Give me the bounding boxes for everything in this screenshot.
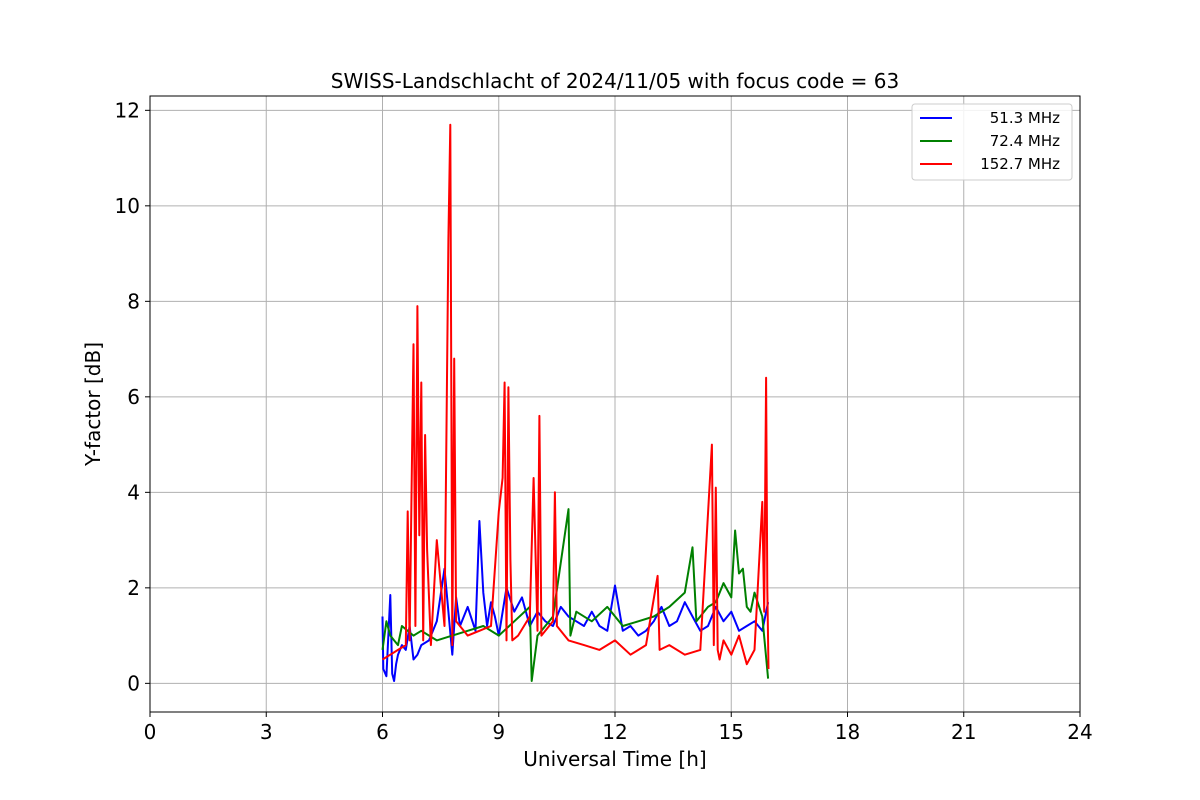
x-axis-label: Universal Time [h]: [523, 747, 706, 771]
x-tick-label: 9: [492, 720, 505, 744]
chart-title: SWISS-Landschlacht of 2024/11/05 with fo…: [331, 69, 899, 93]
y-tick-label: 10: [115, 194, 140, 218]
y-tick-label: 0: [127, 671, 140, 695]
x-axis: 0 3 6 9 12 15 18 21 24: [144, 712, 1093, 744]
series-line-2: [381, 123, 770, 670]
legend-label: 72.4 MHz: [990, 132, 1060, 150]
x-tick-label: 18: [835, 720, 860, 744]
y-axis-label: Y-factor [dB]: [81, 342, 105, 467]
y-tick-label: 8: [127, 289, 140, 313]
legend-label: 51.3 MHz: [990, 109, 1060, 127]
grid-lines: [149, 96, 1081, 712]
plot-series: [381, 123, 770, 682]
x-tick-label: 6: [376, 720, 389, 744]
y-axis: 0 2 4 6 8 10 12: [115, 98, 150, 695]
series-line-0: [381, 520, 770, 682]
legend-label: 152.7 MHz: [980, 155, 1060, 173]
y-tick-label: 2: [127, 576, 140, 600]
x-tick-label: 21: [951, 720, 976, 744]
series-line-1: [381, 508, 770, 682]
y-tick-label: 4: [127, 480, 140, 504]
x-tick-label: 15: [719, 720, 744, 744]
x-tick-label: 12: [602, 720, 627, 744]
x-tick-label: 0: [144, 720, 157, 744]
x-tick-label: 3: [260, 720, 273, 744]
legend: 51.3 MHz 72.4 MHz 152.7 MHz: [911, 103, 1073, 181]
legend-box: [911, 103, 1073, 181]
x-tick-label: 24: [1067, 720, 1092, 744]
y-tick-label: 6: [127, 385, 140, 409]
y-tick-label: 12: [115, 98, 140, 122]
